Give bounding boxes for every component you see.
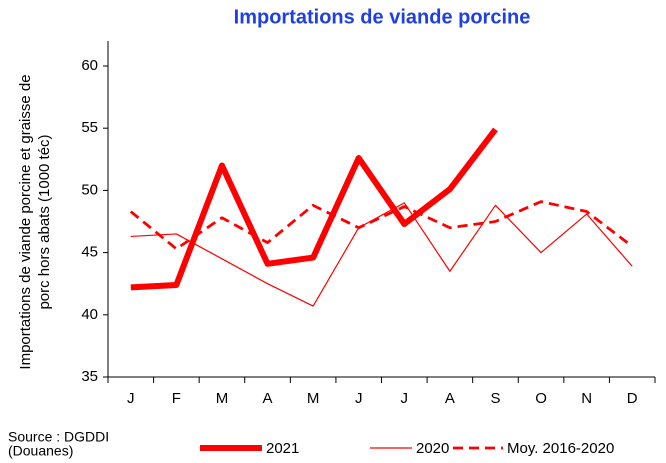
series-line (130, 202, 633, 307)
y-tick-label: 35 (81, 368, 98, 385)
x-tick-label: J (401, 390, 409, 407)
y-tick-label: 55 (81, 119, 98, 136)
legend-label: 2021 (266, 440, 299, 457)
x-tick-label: A (263, 390, 273, 407)
x-tick-label: M (216, 390, 229, 407)
x-tick-label: D (627, 390, 638, 407)
chart-title: Importations de viande porcine (234, 6, 531, 28)
x-tick-label: F (172, 390, 181, 407)
source: Source : DGDDI (8, 429, 109, 445)
series-line (129, 200, 634, 251)
source: (Douanes) (8, 443, 73, 459)
x-tick-label: J (355, 390, 363, 407)
y-tick-label: 40 (81, 306, 98, 323)
y-tick-label: 60 (81, 57, 98, 74)
x-tick-label: N (581, 390, 592, 407)
legend-label: 2020 (416, 440, 449, 457)
x-tick-label: A (445, 390, 455, 407)
y-axis-label: porc hors abats (1000 téc) (36, 134, 53, 309)
y-tick-label: 45 (81, 244, 98, 261)
x-tick-label: S (490, 390, 500, 407)
x-tick-label: O (535, 390, 547, 407)
series-line (130, 127, 498, 291)
x-tick-label: M (307, 390, 320, 407)
legend-label: Moy. 2016-2020 (507, 440, 614, 457)
x-tick-label: J (127, 390, 135, 407)
y-axis-label: Importations de viande porcine et graiss… (17, 74, 34, 369)
y-tick-label: 50 (81, 181, 98, 198)
